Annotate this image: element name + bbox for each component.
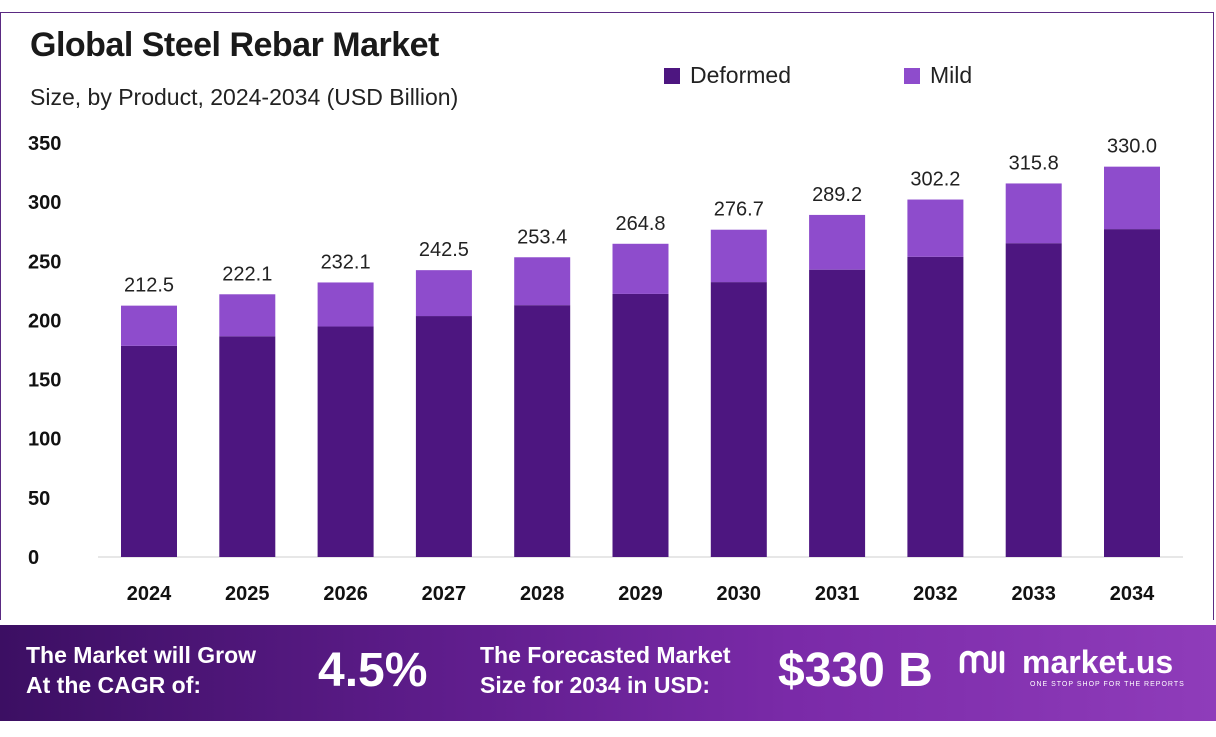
x-tick-label-2028: 2028: [520, 583, 565, 605]
y-tick-label: 0: [28, 547, 39, 569]
data-label-total-2030: 276.7: [714, 199, 764, 221]
bar-deformed-2024: [121, 345, 177, 557]
y-tick-label: 300: [28, 192, 61, 214]
data-label-total-2034: 330.0: [1107, 136, 1157, 158]
bar-deformed-2034: [1104, 229, 1160, 557]
bar-deformed-2028: [514, 305, 571, 557]
x-tick-label-2034: 2034: [1110, 583, 1155, 605]
bar-mild-2024: [121, 305, 177, 346]
data-label-total-2033: 315.8: [1009, 152, 1059, 174]
x-tick-label-2032: 2032: [913, 583, 958, 605]
x-tick-label-2025: 2025: [225, 583, 270, 605]
y-tick-label: 200: [28, 310, 61, 332]
data-label-total-2032: 302.2: [910, 169, 960, 191]
brand-name: market.us: [1022, 644, 1174, 680]
x-tick-label-2029: 2029: [618, 583, 663, 605]
data-label-total-2031: 289.2: [812, 184, 862, 206]
y-tick-label: 50: [28, 488, 50, 510]
legend-swatch-mild: [904, 67, 920, 84]
bar-mild-2032: [907, 199, 964, 257]
bar-deformed-2026: [317, 326, 374, 557]
x-tick-label-2033: 2033: [1011, 583, 1056, 605]
forecast-label: The Forecasted Market Size for 2034 in U…: [480, 642, 731, 698]
cagr-value: 4.5%: [318, 644, 428, 697]
forecast-value: $330 B: [778, 644, 933, 697]
bar-deformed-2025: [219, 336, 276, 557]
y-tick-label: 100: [28, 429, 61, 451]
bar-mild-2027: [415, 270, 472, 317]
bar-deformed-2032: [907, 256, 964, 557]
x-tick-label-2026: 2026: [323, 583, 368, 605]
data-label-total-2028: 253.4: [517, 226, 567, 248]
y-tick-label: 250: [28, 251, 61, 273]
chart-subtitle: Size, by Product, 2024-2034 (USD Billion…: [30, 84, 459, 110]
chart-title: Global Steel Rebar Market: [30, 26, 439, 64]
bar-deformed-2027: [415, 316, 472, 557]
bar-mild-2028: [514, 257, 571, 306]
bar-deformed-2029: [612, 293, 669, 557]
bar-deformed-2031: [809, 269, 866, 557]
bar-mild-2029: [612, 243, 669, 294]
x-tick-label-2027: 2027: [422, 583, 467, 605]
bar-mild-2025: [219, 294, 276, 337]
data-label-total-2025: 222.1: [222, 263, 272, 285]
bar-mild-2034: [1104, 166, 1160, 230]
legend-label-deformed: Deformed: [690, 62, 791, 88]
bar-deformed-2030: [710, 282, 767, 557]
data-label-total-2026: 232.1: [321, 251, 371, 273]
x-tick-label-2031: 2031: [815, 583, 860, 605]
legend-swatch-deformed: [664, 67, 680, 84]
bar-mild-2031: [809, 214, 866, 270]
data-label-total-2024: 212.5: [124, 275, 174, 297]
bar-mild-2026: [317, 282, 374, 327]
y-tick-label: 350: [28, 133, 61, 155]
brand-tagline: ONE STOP SHOP FOR THE REPORTS: [1030, 681, 1185, 688]
x-tick-label-2024: 2024: [127, 583, 172, 605]
bar-mild-2033: [1005, 183, 1062, 244]
data-label-total-2029: 264.8: [615, 213, 665, 235]
bar-deformed-2033: [1005, 243, 1062, 558]
y-tick-label: 150: [28, 370, 61, 392]
summary-banner: The Market will Grow At the CAGR of: 4.5…: [0, 625, 1216, 721]
bar-mild-2030: [710, 229, 767, 283]
legend-label-mild: Mild: [930, 62, 973, 88]
cagr-label: The Market will Grow At the CAGR of:: [26, 642, 257, 698]
brand-logo: market.us: [958, 645, 1173, 679]
x-tick-label-2030: 2030: [717, 583, 762, 605]
bar-chart: 0 50 100 150 200 250 300 350 212.5 2024 222.1 2025 2…: [28, 133, 1183, 605]
market-us-logo-icon: [959, 650, 1005, 674]
legend-item-mild: Mild: [904, 62, 972, 89]
legend-item-deformed: Deformed: [664, 62, 791, 89]
data-label-total-2027: 242.5: [419, 239, 469, 261]
